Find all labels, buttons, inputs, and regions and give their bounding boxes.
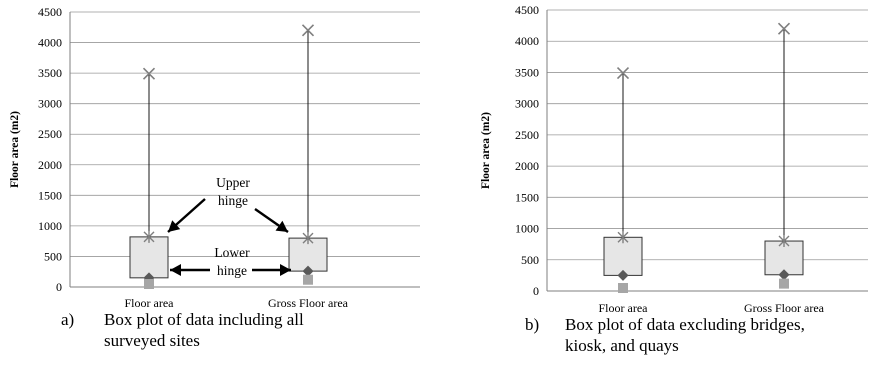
y-tick-label: 3000 [38, 97, 62, 111]
x-category-label: Floor area [599, 301, 649, 315]
y-tick-label: 3500 [38, 66, 62, 80]
min-marker [303, 274, 313, 285]
min-marker [144, 279, 154, 289]
median-marker [302, 265, 314, 277]
y-tick-label: 3000 [515, 97, 539, 111]
y-tick-label: 2500 [515, 128, 539, 142]
arrow-upper-left [167, 198, 206, 233]
y-tick-label: 4500 [515, 3, 539, 17]
box-series [288, 24, 328, 285]
box-series [129, 67, 169, 289]
y-tick-label: 1000 [38, 219, 62, 233]
upper-hinge-marker [143, 230, 155, 243]
box-series [603, 67, 643, 293]
y-tick-label: 0 [56, 280, 62, 294]
y-tick-label: 4000 [38, 36, 62, 50]
y-tick-label: 3500 [515, 65, 539, 79]
median-marker [778, 269, 790, 281]
x-category-label: Gross Floor area [268, 296, 349, 310]
max-marker [777, 22, 791, 35]
y-tick-label: 4000 [515, 34, 539, 48]
y-tick-label: 2000 [515, 159, 539, 173]
panel-a: 0 500 1000 1500 2000 2500 3000 3500 4000 4500 Floo… [9, 5, 420, 350]
caption-line: Box plot of data excluding bridges, [565, 315, 805, 334]
x-category-label: Floor area [125, 296, 175, 310]
annotation-text: hinge [218, 193, 248, 208]
max-marker [301, 24, 315, 37]
box-rect [603, 236, 643, 276]
arrow-lower-right [252, 264, 291, 276]
arrow-head [275, 220, 288, 232]
caption-line: kiosk, and quays [565, 336, 679, 355]
annotation-text: Upper [216, 175, 250, 190]
max-marker [142, 67, 156, 80]
annotation-text: hinge [217, 263, 247, 278]
arrow-head [168, 220, 181, 232]
y-tick-label: 1500 [515, 190, 539, 204]
caption-line: Box plot of data including all [104, 310, 304, 329]
y-tick-label: 2500 [38, 127, 62, 141]
y-tick-label: 500 [521, 253, 539, 267]
median-marker [617, 269, 629, 281]
panel-label: b) [525, 315, 539, 334]
hinge-annotations: Upper hinge Lower hinge [167, 175, 291, 278]
upper-hinge-marker [302, 232, 314, 245]
arrow-upper-right [254, 208, 289, 233]
max-marker [616, 67, 630, 80]
upper-hinge-marker [778, 235, 790, 248]
y-tick-label: 4500 [38, 5, 62, 19]
arrow-head [280, 264, 291, 276]
y-tick-label: 500 [44, 249, 62, 263]
min-marker [618, 283, 628, 293]
box-series [764, 22, 804, 289]
panel-label: a) [61, 310, 74, 329]
caption-line: surveyed sites [104, 331, 200, 350]
upper-hinge-marker [617, 231, 629, 244]
arrow-head [170, 264, 181, 276]
x-category-label: Gross Floor area [744, 301, 825, 315]
y-tick-label: 1000 [515, 222, 539, 236]
y-tick-label: 0 [533, 284, 539, 298]
panel-b: 0 500 1000 1500 2000 2500 3000 3500 4000 4500 Floo… [480, 3, 868, 355]
y-axis-label: Floor area (m2) [9, 111, 21, 188]
min-marker [779, 278, 789, 289]
box-rect [129, 236, 169, 279]
annotation-text: Lower [214, 245, 250, 260]
y-tick-label: 1500 [38, 188, 62, 202]
arrow-lower-left [170, 264, 210, 276]
y-axis-label: Floor area (m2) [480, 112, 492, 189]
y-tick-label: 2000 [38, 158, 62, 172]
